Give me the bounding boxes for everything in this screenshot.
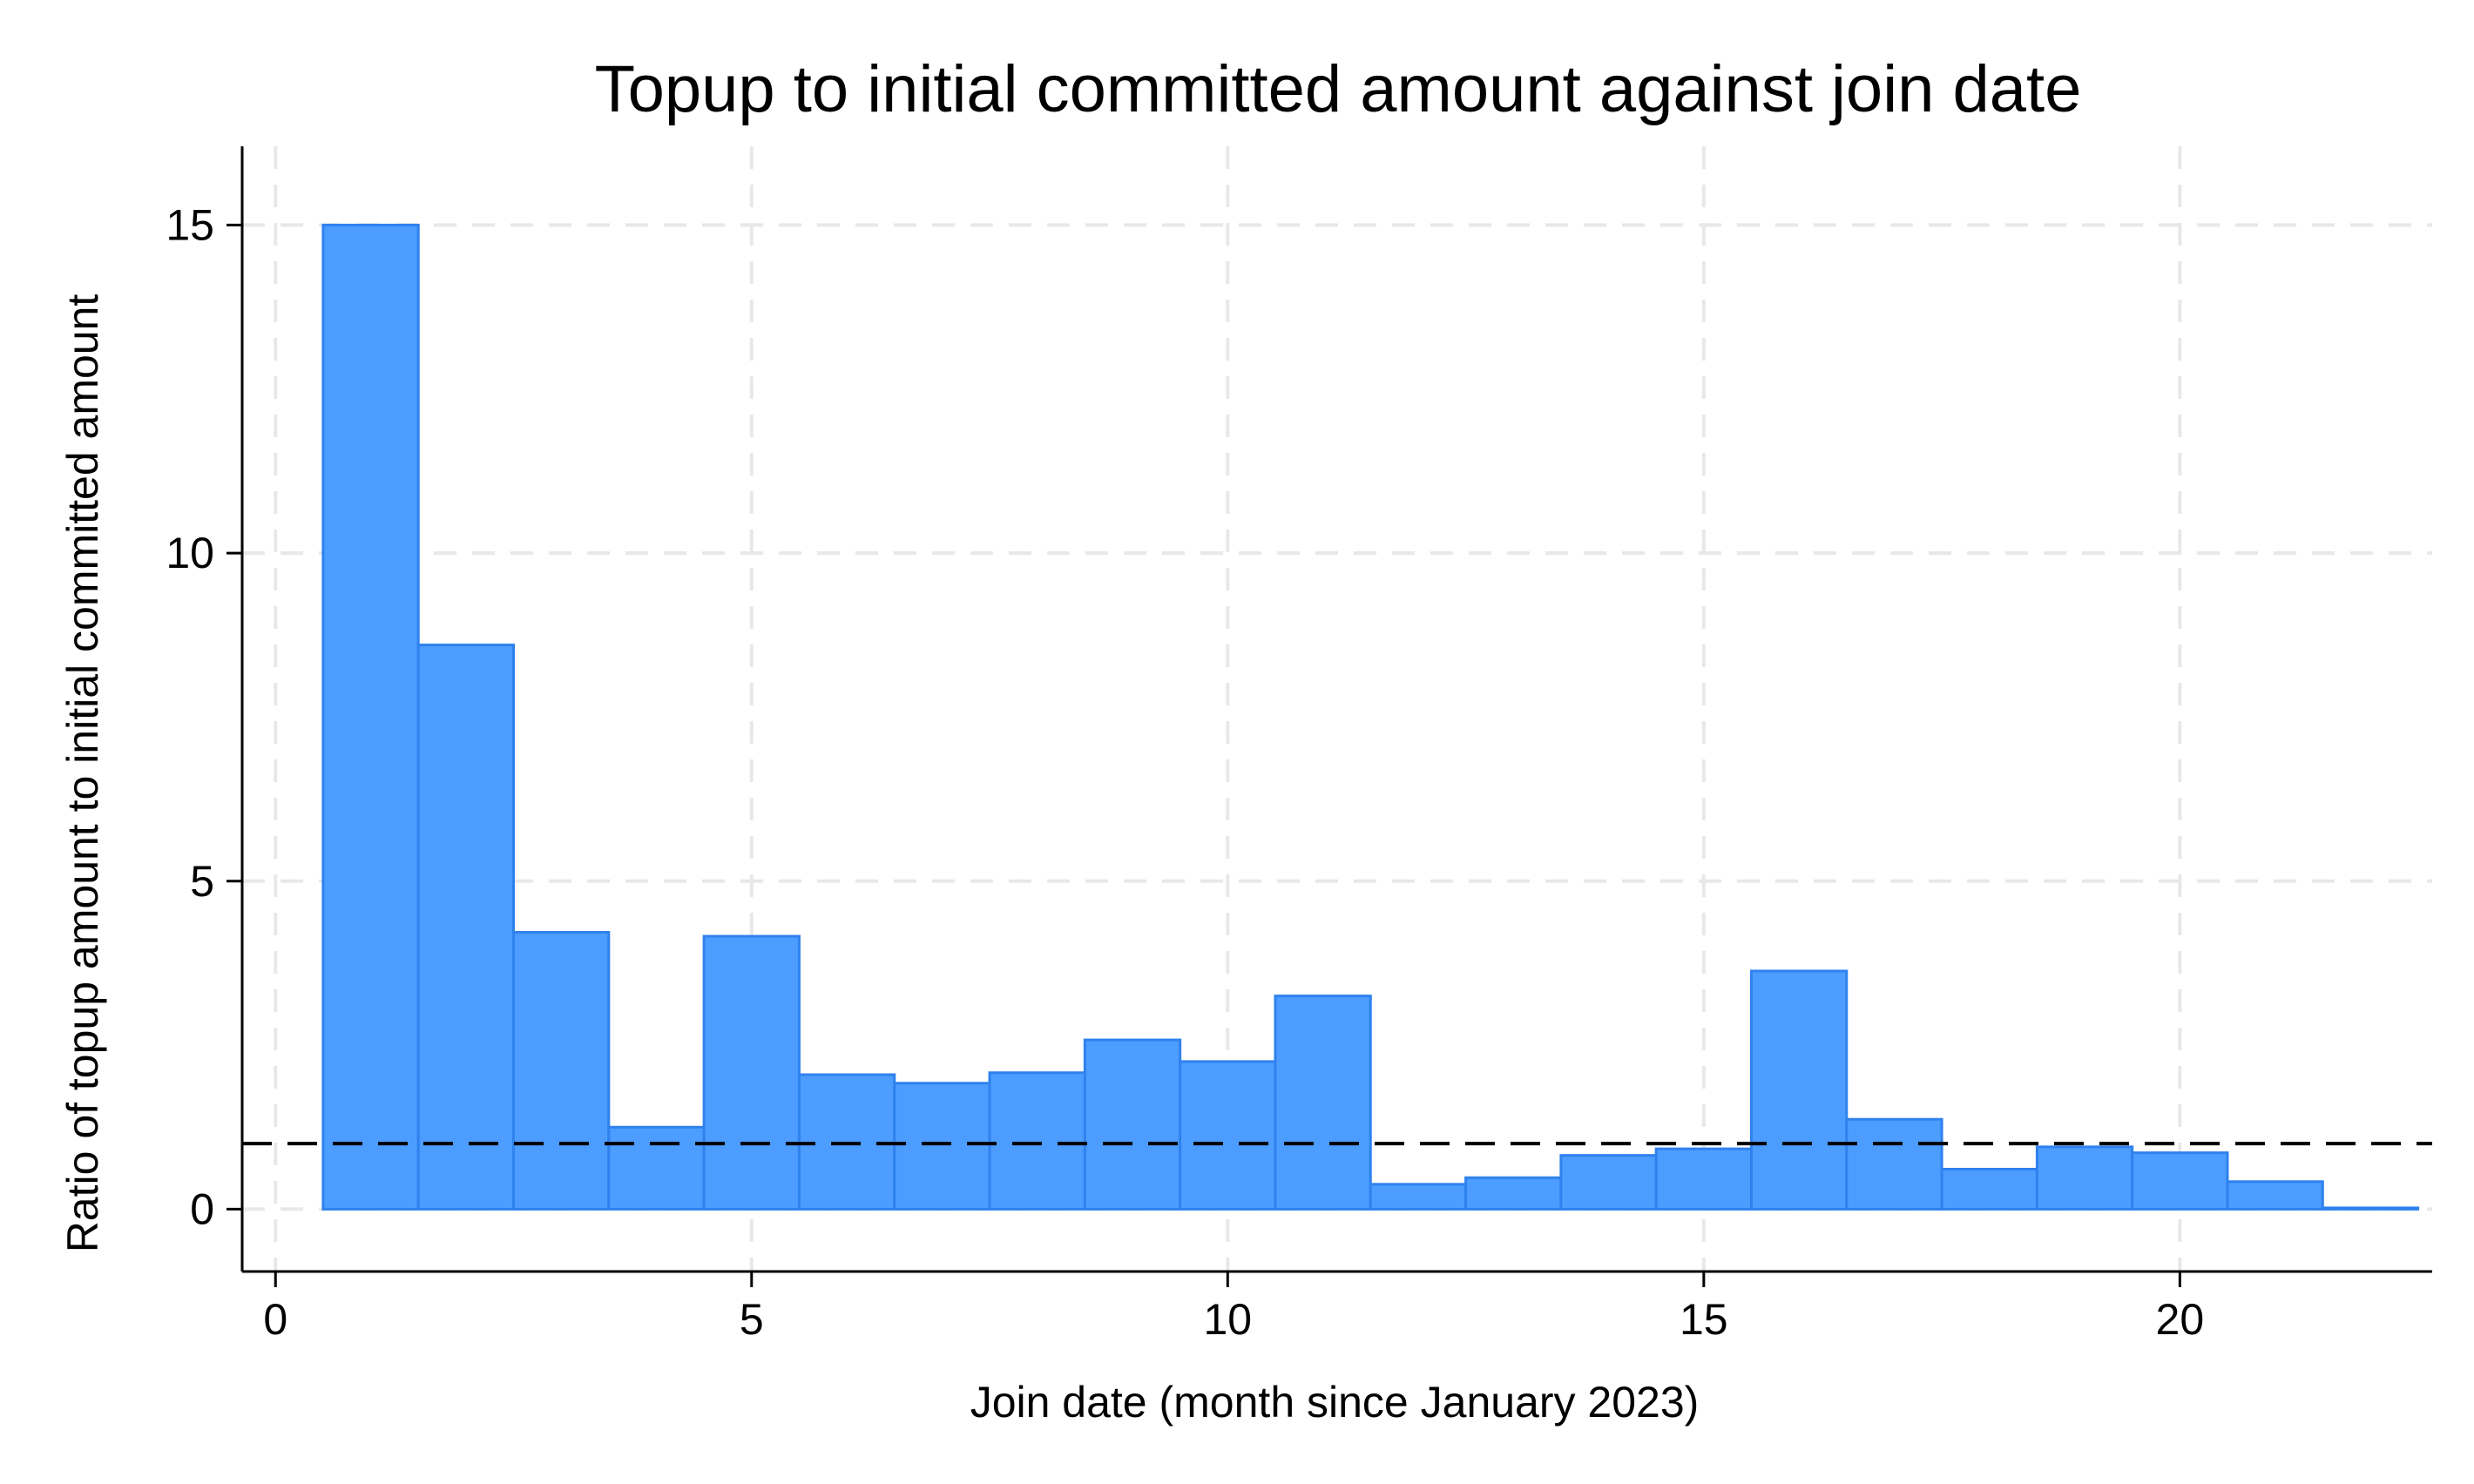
bar-7 (893, 1082, 991, 1211)
x-tick-label-15: 15 (1680, 1295, 1728, 1344)
bar-20 (2131, 1151, 2229, 1211)
bars-layer (321, 223, 2420, 1211)
y-axis-label: Ratio of topup amount to initial committ… (58, 294, 107, 1253)
y-tick-label-15: 15 (166, 200, 214, 249)
bar-13 (1464, 1176, 1563, 1211)
bar-18 (1940, 1167, 2038, 1211)
axes-layer (240, 146, 2432, 1273)
bar-2 (416, 644, 516, 1211)
bar-15 (1654, 1147, 1753, 1211)
bar-17 (1845, 1117, 1943, 1211)
x-tick-label-10: 10 (1203, 1295, 1252, 1344)
bar-22 (2321, 1206, 2420, 1211)
x-tick-label-20: 20 (2156, 1295, 2205, 1344)
y-tick-label-10: 10 (166, 529, 214, 577)
y-tick-label-0: 0 (190, 1184, 214, 1233)
bar-11 (1274, 995, 1372, 1211)
x-tick-label-5: 5 (740, 1295, 764, 1344)
bar-21 (2226, 1180, 2324, 1211)
y-tick-label-5: 5 (190, 857, 214, 906)
bar-5 (702, 934, 801, 1211)
chart-title: Topup to initial committed amount agains… (595, 52, 2082, 126)
bar-10 (1179, 1060, 1277, 1211)
bar-8 (988, 1071, 1086, 1211)
bar-19 (2035, 1145, 2134, 1211)
x-tick-label-0: 0 (263, 1295, 287, 1344)
bar-14 (1559, 1154, 1658, 1211)
bar-1 (321, 223, 420, 1211)
bar-3 (512, 931, 611, 1211)
bar-4 (607, 1125, 706, 1211)
ticks-layer: 0 5 10 15 0 5 10 15 20 (166, 200, 2204, 1344)
bar-9 (1083, 1038, 1182, 1211)
bar-12 (1369, 1183, 1468, 1211)
bar-16 (1749, 969, 1849, 1211)
x-axis-label: Join date (month since January 2023) (970, 1378, 1700, 1427)
